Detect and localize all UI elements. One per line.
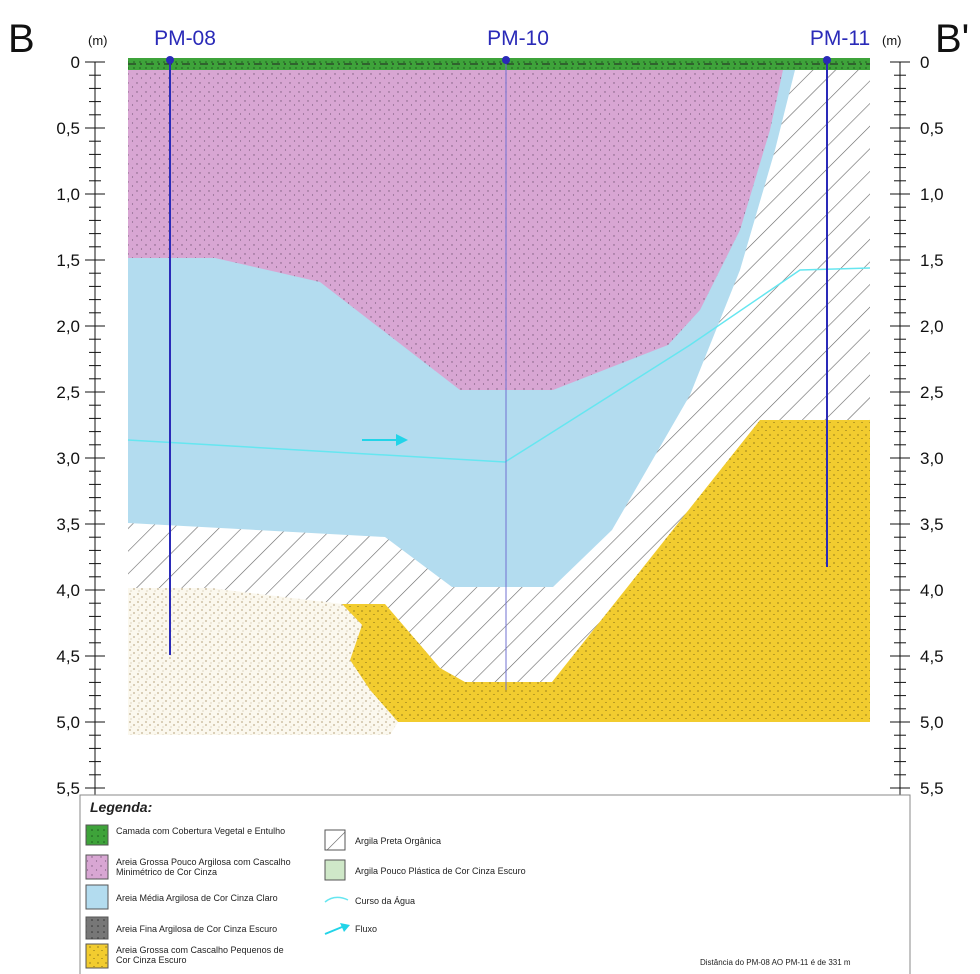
legend-swatch [86,855,108,879]
depth-label: 5,5 [920,779,944,798]
cross-section-page: PM-08 PM-10 PM-11 B B' (m) (m) 0 0 0,5 0,5 1… [0,0,980,974]
legend-swatch [325,860,345,880]
depth-label: 0 [71,53,80,72]
note: Distância do PM-08 AO PM-11 é de 331 m [700,958,910,968]
legend-item: Fluxo [355,924,575,934]
well-label: PM-11 [810,27,870,50]
legend-title: Legenda: [90,799,152,815]
well-head [823,56,831,64]
depth-label: 3,5 [56,515,80,534]
legend-swatch [325,830,345,850]
depth-label: 2,5 [920,383,944,402]
depth-label: 1,0 [920,185,944,204]
depth-label: 2,5 [56,383,80,402]
legend-item: Camada com Cobertura Vegetal e Entulho [116,826,296,836]
legend-item: Areia Grossa com Cascalho Pequenos de Co… [116,945,296,965]
legend-item: Argila Preta Orgânica [355,836,575,846]
depth-label: 3,5 [920,515,944,534]
legend-item: Argila Pouco Plástica de Cor Cinza Escur… [355,866,575,876]
legend-item: Areia Grossa Pouco Argilosa com Cascalho… [116,857,296,877]
depth-label: 5,0 [56,713,80,732]
depth-label: 0 [920,53,929,72]
legend-item: Areia Fina Argilosa de Cor Cinza Escuro [116,924,296,934]
legend-item: Curso da Água [355,896,575,906]
depth-label: 4,5 [920,647,944,666]
depth-unit: (m) [882,33,902,48]
depth-label: 4,5 [56,647,80,666]
depth-label: 2,0 [920,317,944,336]
depth-label: 1,5 [56,251,80,270]
section-start: B [8,17,35,61]
depth-label: 3,0 [920,449,944,468]
depth-label: 1,5 [920,251,944,270]
well-label: PM-08 [154,27,216,50]
legend-swatch [86,917,108,939]
depth-label: 3,0 [56,449,80,468]
section-end: B' [935,17,969,61]
depth-label: 1,0 [56,185,80,204]
depth-label: 0,5 [920,119,944,138]
legend-swatch [86,944,108,968]
depth-label: 2,0 [56,317,80,336]
depth-label: 0,5 [56,119,80,138]
legend-item: Areia Média Argilosa de Cor Cinza Claro [116,893,296,903]
depth-label: 5,5 [56,779,80,798]
well-head [502,56,510,64]
depth-unit: (m) [88,33,108,48]
legend-swatch [86,885,108,909]
well-label: PM-10 [487,27,549,50]
well-head [166,56,174,64]
strata [128,58,870,735]
depth-label: 5,0 [920,713,944,732]
legend-swatch [86,825,108,845]
depth-label: 4,0 [56,581,80,600]
depth-label: 4,0 [920,581,944,600]
